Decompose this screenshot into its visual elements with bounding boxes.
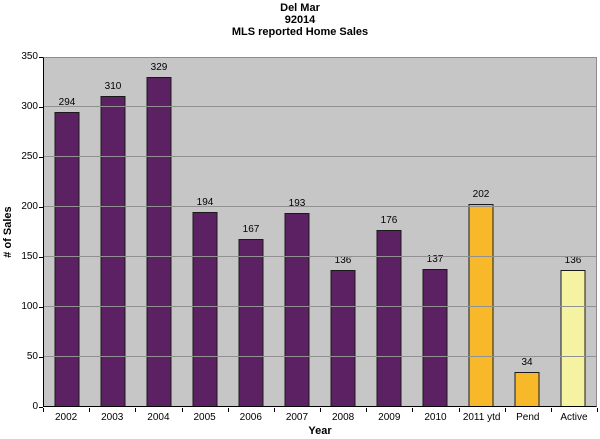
x-tick-mark-2 — [135, 408, 136, 412]
bar-2006 — [238, 239, 264, 406]
x-tick-label-active: Active — [560, 412, 588, 423]
bar-2002 — [54, 112, 80, 406]
bar-2009 — [376, 230, 402, 406]
x-tick-mark-1 — [89, 408, 90, 412]
bar-slot-active: 136 — [550, 58, 596, 406]
y-tick-label-0: 0 — [32, 401, 38, 412]
y-tick-label-50: 50 — [26, 351, 38, 362]
y-tick-mark-200 — [39, 207, 43, 208]
y-tick-mark-0 — [39, 407, 43, 408]
gridline-50 — [44, 356, 596, 357]
bar-value-label-2009: 176 — [380, 215, 398, 226]
x-tick-label-2010: 2010 — [424, 412, 447, 423]
bar-slot-2007: 193 — [274, 58, 320, 406]
bar-slot-2002: 294 — [44, 58, 90, 406]
x-tick-label-2007: 2007 — [285, 412, 309, 423]
y-tick-label-350: 350 — [21, 51, 38, 62]
bar-slot-2006: 167 — [228, 58, 274, 406]
gridline-300 — [44, 106, 596, 107]
bar-slot-2009: 176 — [366, 58, 412, 406]
y-tick-label-200: 200 — [21, 201, 38, 212]
x-tick-mark-9 — [459, 408, 460, 412]
y-tick-mark-150 — [39, 257, 43, 258]
x-tick-mark-6 — [320, 408, 321, 412]
x-axis-title: Year — [308, 425, 332, 437]
x-tick-mark-0 — [43, 408, 44, 412]
y-tick-mark-250 — [39, 157, 43, 158]
bar-2005 — [192, 212, 218, 406]
x-tick-label-pend: Pend — [516, 412, 540, 423]
x-tick-mark-3 — [182, 408, 183, 412]
chart-title-line-1: Del Mar — [280, 2, 320, 14]
bar-slot-2008: 136 — [320, 58, 366, 406]
y-tick-mark-100 — [39, 307, 43, 308]
bar-value-label-2003: 310 — [104, 81, 122, 92]
y-tick-mark-350 — [39, 57, 43, 58]
x-axis-labels: 2002 2003 2004 2005 2006 2007 2008 2009 2010 2011… — [43, 412, 597, 423]
bar-value-label-pend: 34 — [521, 357, 533, 368]
x-tick-mark-12 — [597, 408, 598, 412]
bar-value-label-2007: 193 — [288, 198, 306, 209]
bar-value-label-2005: 194 — [196, 197, 214, 208]
x-tick-mark-4 — [228, 408, 229, 412]
bar-value-label-2008: 136 — [334, 255, 352, 266]
bar-value-label-2004: 329 — [150, 62, 168, 73]
chart-title-line-3: MLS reported Home Sales — [231, 26, 369, 38]
x-tick-label-2009: 2009 — [378, 412, 401, 423]
bar-series: 294 310 329 194 167 193 136 176 137 202 34 136 — [44, 58, 596, 406]
x-tick-label-2006: 2006 — [239, 412, 262, 423]
x-tick-label-2008: 2008 — [331, 412, 355, 423]
bar-slot-2005: 194 — [182, 58, 228, 406]
y-tick-label-100: 100 — [21, 301, 38, 312]
gridline-200 — [44, 206, 596, 207]
bar-value-label-2006: 167 — [242, 224, 260, 235]
bar-2003 — [100, 96, 126, 406]
gridline-250 — [44, 156, 596, 157]
bar-value-label-2010: 137 — [426, 254, 444, 265]
gridline-150 — [44, 256, 596, 257]
y-tick-label-250: 250 — [21, 151, 38, 162]
y-tick-label-300: 300 — [21, 101, 38, 112]
x-tick-label-2004: 2004 — [147, 412, 170, 423]
bar-active — [560, 270, 586, 406]
x-tick-mark-5 — [274, 408, 275, 412]
x-tick-label-2003: 2003 — [101, 412, 124, 423]
bar-2007 — [284, 213, 310, 406]
y-tick-label-150: 150 — [21, 251, 38, 262]
x-tick-label-2005: 2005 — [193, 412, 216, 423]
bar-value-label-2002: 294 — [58, 97, 76, 108]
bar-slot-2004: 329 — [136, 58, 182, 406]
bar-2008 — [330, 270, 356, 406]
bar-value-label-active: 136 — [564, 255, 582, 266]
x-tick-mark-7 — [366, 408, 367, 412]
bar-slot-2003: 310 — [90, 58, 136, 406]
x-tick-mark-11 — [551, 408, 552, 412]
bar-2010 — [422, 269, 448, 406]
x-tick-label-2011-ytd: 2011 ytd — [462, 412, 501, 423]
x-tick-mark-8 — [412, 408, 413, 412]
chart-title: Del Mar 92014 MLS reported Home Sales — [0, 2, 600, 38]
bar-value-label-2011-ytd: 202 — [472, 189, 490, 200]
plot-area: 294 310 329 194 167 193 136 176 137 202 34 136 — [43, 57, 597, 407]
bar-2004 — [146, 77, 172, 406]
y-tick-mark-300 — [39, 107, 43, 108]
bar-slot-2011-ytd: 202 — [458, 58, 504, 406]
bar-slot-pend: 34 — [504, 58, 550, 406]
bar-pend — [514, 372, 540, 406]
x-tick-mark-10 — [505, 408, 506, 412]
gridline-100 — [44, 306, 596, 307]
bar-2011-ytd — [468, 204, 494, 406]
x-tick-label-2002: 2002 — [54, 412, 78, 423]
y-tick-mark-50 — [39, 357, 43, 358]
chart-title-line-2: 92014 — [284, 14, 316, 26]
bar-slot-2010: 137 — [412, 58, 458, 406]
